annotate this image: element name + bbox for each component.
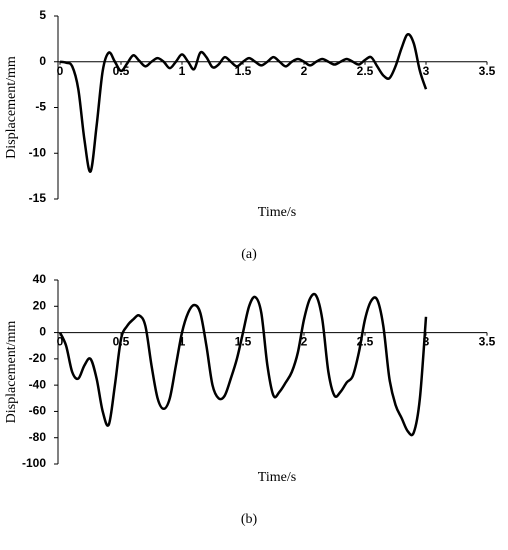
y-axis-title: Displacement/mm xyxy=(4,56,19,159)
data-line xyxy=(58,292,428,437)
y-tick-label: -60 xyxy=(29,404,47,418)
x-tick-label: 3.5 xyxy=(479,64,496,78)
x-axis-title: Time/s xyxy=(258,205,296,220)
y-tick-label: 40 xyxy=(33,272,47,286)
y-axis-title: Displacement/mm xyxy=(4,321,19,424)
y-tick-label: 0 xyxy=(39,54,46,68)
x-tick-label: 3.5 xyxy=(479,335,496,349)
x-tick-label: 0 xyxy=(57,335,64,349)
x-axis-title: Time/s xyxy=(258,470,296,485)
caption: (a) xyxy=(241,247,257,262)
data-line xyxy=(59,32,428,173)
y-tick-label: -10 xyxy=(29,145,47,159)
y-tick-label: -80 xyxy=(29,430,47,444)
x-tick-label: 3 xyxy=(423,335,430,349)
y-tick-label: 5 xyxy=(39,8,46,22)
x-tick-label: 1 xyxy=(179,64,186,78)
y-tick-label: -5 xyxy=(35,100,46,114)
y-tick-label: -100 xyxy=(22,456,46,470)
x-tick-label: 0 xyxy=(57,64,64,78)
caption: (b) xyxy=(241,512,258,527)
x-tick-label: 2 xyxy=(301,64,308,78)
x-tick-label: 2 xyxy=(301,335,308,349)
y-tick-label: -20 xyxy=(29,351,47,365)
y-tick-label: -15 xyxy=(29,191,47,205)
y-tick-label: 20 xyxy=(33,298,47,312)
y-tick-label: 0 xyxy=(39,325,46,339)
x-tick-label: 3 xyxy=(423,64,430,78)
x-tick-label: 1 xyxy=(179,335,186,349)
y-tick-label: -40 xyxy=(29,377,47,391)
x-tick-label: 1.5 xyxy=(235,64,252,78)
x-tick-label: 2.5 xyxy=(357,64,374,78)
